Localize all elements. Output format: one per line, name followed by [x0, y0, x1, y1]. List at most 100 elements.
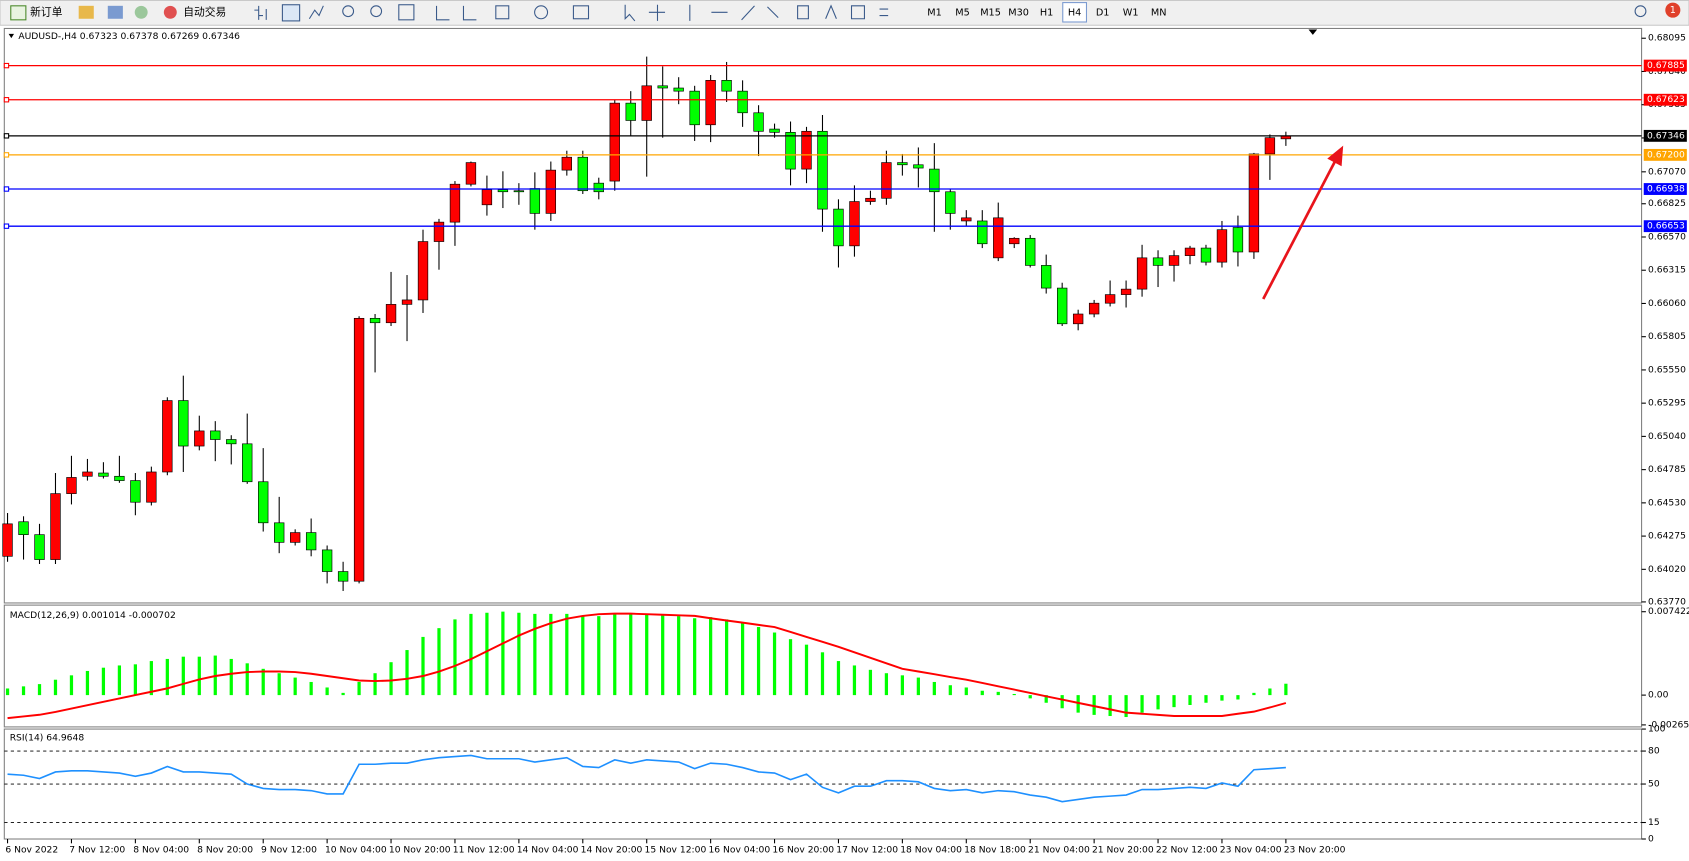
scroll-icon[interactable]	[435, 5, 477, 21]
macd-title: MACD(12,26,9)	[10, 609, 80, 620]
line-icon[interactable]	[308, 5, 324, 20]
macd-bar	[693, 618, 697, 696]
candle-body	[785, 132, 796, 170]
y-tick-label: 50	[1648, 779, 1660, 790]
candle-body	[561, 156, 572, 171]
macd-bar	[453, 619, 457, 696]
candle-body	[130, 480, 141, 503]
timeframe-button[interactable]: M15	[980, 7, 1001, 18]
macd-bar	[117, 665, 122, 696]
timeframe-button[interactable]: H1	[1040, 7, 1053, 18]
macd-bar	[421, 636, 425, 696]
zoom-in-icon[interactable]	[342, 5, 355, 18]
cursor-icon[interactable]	[624, 4, 636, 22]
macd-bar	[469, 613, 473, 696]
x-tick-label: 6 Nov 2022	[5, 844, 58, 855]
candle-body	[545, 169, 557, 214]
candle-body	[114, 475, 125, 481]
macd-bar	[229, 658, 233, 696]
candle-body	[385, 304, 397, 324]
high: 0.67378	[121, 31, 159, 42]
macd-bar	[1012, 693, 1016, 696]
macd-bar	[1028, 695, 1032, 699]
x-tick-label: 23 Nov 20:00	[1284, 844, 1346, 855]
candle-body	[274, 522, 285, 543]
candle-body	[1025, 237, 1036, 266]
crosshair-icon[interactable]	[648, 4, 666, 21]
candle-body	[1120, 288, 1132, 295]
new-order-button[interactable]: 新订单	[30, 5, 63, 18]
candle-body	[1041, 265, 1052, 289]
macd-bar	[149, 661, 153, 696]
tool-icon[interactable]	[107, 5, 123, 19]
macd-bar	[133, 664, 137, 696]
timeframe-button[interactable]: M30	[1008, 7, 1029, 18]
timeframe-button[interactable]: MN	[1151, 7, 1167, 18]
auto-trading-button[interactable]: 自动交易	[183, 5, 226, 18]
level-label: 0.66653	[1647, 221, 1685, 232]
tile-icon[interactable]	[398, 4, 415, 21]
auto-trading-icon[interactable]	[163, 5, 177, 19]
timeframe-button[interactable]: W1	[1123, 7, 1139, 18]
macd-bar	[597, 616, 601, 696]
tool-icon[interactable]	[78, 5, 94, 19]
candle-body	[1104, 294, 1116, 304]
macd-bar	[740, 622, 745, 696]
candle-body	[242, 443, 253, 483]
y-tick-label: 0	[1648, 834, 1654, 845]
header-marker	[8, 33, 15, 39]
candle-body	[961, 217, 972, 222]
macd-bar	[836, 661, 841, 696]
timeframe-button[interactable]: H4	[1068, 7, 1081, 18]
y-tick-label: 100	[1648, 724, 1666, 735]
template-icon[interactable]	[572, 5, 590, 20]
macd-bar	[756, 627, 761, 696]
indicator-icon[interactable]	[495, 5, 510, 20]
new-order-icon[interactable]	[10, 5, 27, 21]
y-tick-label: 0.00	[1648, 690, 1669, 701]
timeframe-button[interactable]: M5	[955, 7, 970, 18]
bar-chart-icon[interactable]	[254, 5, 267, 20]
search-icon[interactable]	[1634, 5, 1647, 18]
period-icon[interactable]	[534, 5, 549, 20]
macd-bar	[341, 692, 345, 696]
candle-body	[577, 156, 588, 192]
x-tick-label: 18 Nov 04:00	[900, 844, 962, 855]
timeframe-button[interactable]: M1	[927, 7, 942, 18]
y-tick-label: 0.63770	[1648, 596, 1686, 607]
candle-icon[interactable]	[281, 4, 301, 22]
x-tick-label: 10 Nov 20:00	[389, 844, 451, 855]
candle-body	[1152, 257, 1164, 266]
candle-body	[1136, 257, 1148, 290]
candle-body	[2, 523, 13, 557]
candle-body	[1248, 153, 1260, 253]
candle-body	[210, 430, 221, 440]
timeframe-button[interactable]: D1	[1096, 7, 1110, 18]
x-tick-label: 8 Nov 04:00	[133, 844, 189, 855]
macd-header: MACD(12,26,9) 0.001014 -0.000702	[10, 609, 176, 620]
y-tick-label: 0.65550	[1648, 364, 1686, 375]
macd-bar	[1172, 695, 1176, 708]
draw-icons[interactable]	[689, 4, 809, 21]
macd-bar	[501, 611, 505, 696]
symbol: AUDUSD-,H4	[18, 31, 77, 42]
tool-icon[interactable]	[134, 5, 148, 19]
macd-bar	[852, 665, 857, 696]
object-icons[interactable]	[825, 4, 889, 20]
notification-badge[interactable]	[1665, 2, 1681, 18]
candle-body	[433, 221, 445, 242]
macd-bar	[325, 687, 329, 696]
zoom-out-icon[interactable]	[370, 5, 383, 18]
level-label-box	[1643, 148, 1687, 161]
level-label-box	[1643, 220, 1687, 233]
candle-body	[689, 90, 700, 126]
candle-body	[194, 430, 205, 447]
rsi-line	[7, 754, 1286, 803]
macd-bar	[485, 612, 489, 696]
candle-body	[753, 112, 764, 132]
macd-bar	[1044, 695, 1048, 703]
level-label-box	[1643, 129, 1687, 142]
macd-bar	[165, 658, 169, 696]
macd-bar	[677, 616, 681, 696]
